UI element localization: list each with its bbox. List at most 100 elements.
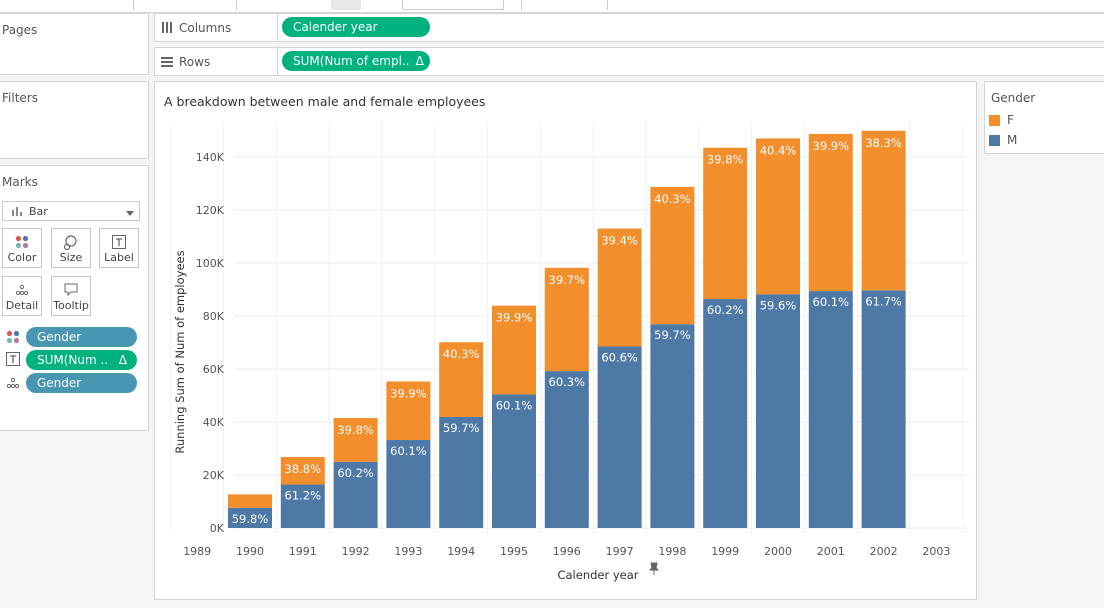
legend-label-f: F [1007,113,1014,127]
x-tick-label: 1990 [236,545,264,558]
size-icon [63,235,77,251]
bar-segment-f [650,186,695,325]
mark-type-dropdown[interactable]: Bar [2,201,140,221]
bar-segment-f [544,267,589,372]
tooltip-icon [64,283,78,297]
legend-swatch-f[interactable] [989,115,1000,126]
toolbar-divider [133,0,134,10]
data-label-f: 39.7% [549,273,586,287]
pill-label: Gender [37,376,82,390]
bar-segment-m [597,346,642,528]
marks-title: Marks [2,175,38,189]
bar-segment-f [492,305,536,395]
legend-title: Gender [991,91,1036,105]
size-button-label: Size [59,251,83,264]
pages-title: Pages [2,23,38,37]
detail-icon [15,284,29,296]
data-label-m: 60.1% [390,444,427,458]
toolbar-button[interactable] [331,0,361,10]
detail-button-label: Detail [5,299,39,312]
label-icon [6,352,20,369]
x-tick-label: 2002 [870,545,898,558]
sum-employees-pill[interactable]: SUM(Num of empl.. Δ [282,51,430,71]
x-tick-label: 1993 [394,545,422,558]
data-label-m: 59.7% [443,421,480,435]
legend-swatch-m[interactable] [989,135,1000,146]
data-label-m: 59.8% [232,512,269,526]
x-axis-label: Calender year [557,568,638,582]
filters-card[interactable]: Filters [0,81,149,159]
label-button[interactable]: Label [99,228,139,268]
mark-type-label: Bar [29,204,48,218]
sum-label-pill[interactable]: SUM(Num .. Δ [26,350,137,370]
bar-segment-f [228,494,272,508]
bar-segment-m [386,440,431,528]
bar-chart-icon [12,207,22,216]
rows-icon [161,57,173,67]
pin-icon [648,562,660,575]
pill-label: Gender [37,330,82,344]
bar-segment-m [280,484,325,528]
bar-segment-f [597,228,642,347]
delta-icon: Δ [118,353,127,367]
toolbar-divider [236,0,237,10]
bar-segment-f [808,133,853,292]
tooltip-button[interactable]: Tooltip [51,276,91,316]
bar-segment-f [439,342,484,417]
size-button[interactable]: Size [51,228,91,268]
chart-title: A breakdown between male and female empl… [164,94,485,109]
columns-shelf-label: Columns [155,14,278,41]
calender-year-pill[interactable]: Calender year [282,17,430,37]
bar-chart: A breakdown between male and female empl… [164,94,969,582]
data-label-m: 60.2% [337,466,374,480]
pages-card[interactable]: Pages [0,13,149,75]
y-axis-label: Running Sum of Num of employees [173,250,187,453]
data-label-m: 60.3% [549,375,586,389]
bar-segment-f [280,456,325,485]
y-tick-label: 60K [203,363,225,376]
tooltip-button-label: Tooltip [53,299,89,312]
toolbar-divider [521,0,522,10]
bar-segment-m [650,324,695,528]
bar-segment-m [703,299,748,528]
x-tick-label: 1998 [658,545,686,558]
label-button-label: Label [104,251,134,264]
detail-button[interactable]: Detail [2,276,42,316]
legend-card: Gender [984,81,1104,154]
x-tick-label: 1994 [447,545,475,558]
bar-segment-m [228,507,272,528]
x-tick-label: 1989 [183,545,211,558]
toolbar [0,0,1104,13]
y-tick-label: 40K [203,416,225,429]
gender-color-pill[interactable]: Gender [26,327,137,347]
y-tick-label: 100K [196,257,225,270]
y-tick-label: 140K [196,151,225,164]
filters-title: Filters [2,91,38,105]
data-label-f: 39.8% [337,423,374,437]
data-label-m: 59.6% [760,298,797,312]
y-tick-label: 0K [210,522,225,535]
columns-label-text: Columns [179,20,232,35]
x-tick-label: 2003 [922,545,950,558]
bar-segment-m [544,371,589,528]
x-tick-label: 2001 [817,545,845,558]
data-label-f: 38.8% [285,462,322,476]
pill-label: SUM(Num .. [37,353,109,367]
x-tick-label: 1996 [553,545,581,558]
data-label-f: 38.3% [865,136,902,150]
data-label-m: 61.2% [285,489,322,503]
bar-segment-f [861,130,906,291]
data-label-m: 60.6% [601,350,638,364]
bar-segment-f [703,147,748,300]
data-label-f: 40.3% [443,347,480,361]
data-label-m: 60.1% [813,295,850,309]
label-icon [112,235,126,249]
x-tick-label: 1997 [606,545,634,558]
bar-segment-m [333,461,378,528]
detail-icon [6,376,20,393]
color-button[interactable]: Color [2,228,42,268]
color-icon [15,235,29,249]
bar-segment-m [756,294,800,528]
gender-detail-pill[interactable]: Gender [26,373,137,393]
toolbar-dropdown[interactable] [402,0,504,10]
